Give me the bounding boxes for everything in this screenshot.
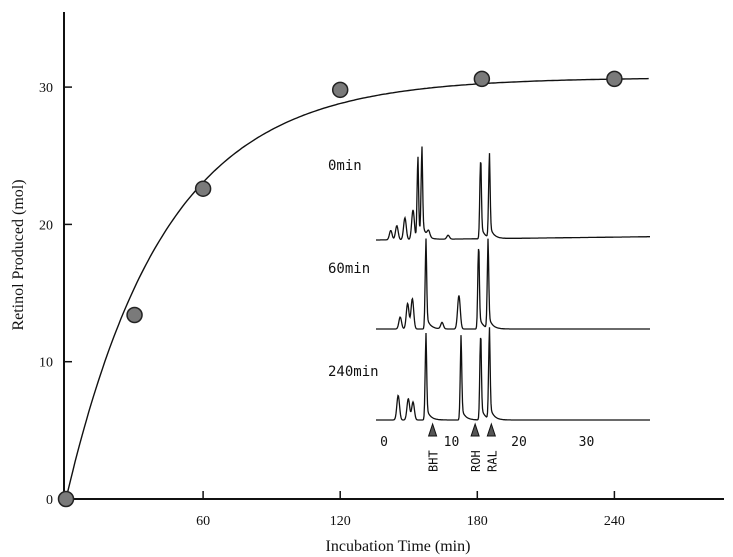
inset-x-tick-label: 30 bbox=[579, 435, 595, 450]
chromatogram-traces bbox=[376, 146, 650, 421]
x-tick-label: 240 bbox=[604, 514, 625, 529]
x-tick-label: 180 bbox=[467, 514, 488, 529]
x-ticks: 60 120 180 240 bbox=[196, 491, 625, 529]
y-tick-label: 0 bbox=[46, 493, 53, 508]
chromatogram-trace bbox=[376, 146, 650, 241]
peak-marker-label: BHT bbox=[427, 450, 441, 472]
data-point bbox=[473, 70, 491, 88]
fit-curve bbox=[65, 77, 649, 500]
data-point bbox=[606, 70, 623, 88]
inset-x-tick-label: 20 bbox=[511, 435, 527, 450]
inset-x-tick-label: 0 bbox=[380, 435, 388, 450]
y-tick-label: 20 bbox=[39, 218, 53, 233]
x-tick-label: 60 bbox=[196, 514, 210, 529]
data-point bbox=[331, 81, 349, 99]
y-tick-label: 30 bbox=[39, 81, 53, 96]
data-point bbox=[194, 180, 212, 197]
peak-marker-label: ROH bbox=[469, 450, 483, 472]
peak-marker-label: RAL bbox=[485, 450, 499, 472]
inset-x-ticks: 0 10 20 30 bbox=[380, 435, 594, 450]
trace-labels: 0min 60min 240min bbox=[328, 158, 379, 380]
chromatogram-inset: 0min 60min 240min 0 10 20 30 BHT ROH RAL bbox=[328, 146, 650, 472]
y-tick-label: 10 bbox=[39, 356, 53, 371]
y-ticks: 0 10 20 30 bbox=[39, 81, 72, 508]
peak-markers: BHT ROH RAL bbox=[427, 422, 499, 472]
peak-marker-arrow bbox=[427, 422, 438, 437]
trace-label: 60min bbox=[328, 261, 370, 277]
data-points bbox=[57, 70, 623, 508]
chromatogram-trace bbox=[376, 238, 650, 330]
x-tick-label: 120 bbox=[330, 514, 351, 529]
trace-label: 240min bbox=[328, 364, 379, 380]
inset-x-tick-label: 10 bbox=[444, 435, 460, 450]
trace-label: 0min bbox=[328, 158, 362, 174]
peak-marker-arrow bbox=[470, 422, 480, 437]
data-point bbox=[126, 306, 143, 324]
peak-marker-arrow bbox=[486, 422, 497, 437]
y-axis-label: Retinol Produced (mol) bbox=[10, 179, 27, 330]
chromatogram-trace bbox=[376, 327, 650, 421]
x-axis-label: Incubation Time (min) bbox=[326, 538, 471, 555]
data-point bbox=[57, 490, 75, 508]
